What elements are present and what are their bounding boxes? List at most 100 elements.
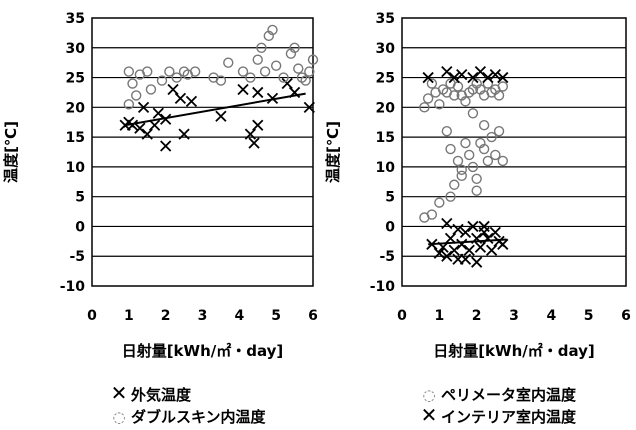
data-point-circle	[237, 66, 249, 77]
legend-label: ダブルスキン内温度	[131, 408, 266, 426]
data-point-cross	[422, 71, 434, 84]
data-point-cross	[456, 238, 468, 250]
data-point-circle	[304, 66, 315, 77]
data-point-circle	[482, 155, 494, 167]
y-axis-label: 温度[℃]	[2, 121, 20, 183]
data-point-circle	[471, 185, 482, 196]
data-point-circle	[441, 125, 452, 137]
data-point-circle	[223, 57, 234, 68]
data-point-cross	[467, 220, 479, 233]
y-tick-label: 10	[376, 160, 396, 176]
data-point-circle	[493, 125, 505, 137]
data-point-circle	[449, 90, 460, 101]
x-tick-label: 0	[87, 308, 97, 324]
legend-label: 外気温度	[131, 386, 192, 404]
y-tick-label: 20	[376, 100, 396, 116]
data-point-cross	[433, 247, 445, 259]
legend-label: インテリア室内温度	[441, 408, 577, 426]
y-tick-label: 20	[66, 100, 86, 116]
y-tick-label: 15	[376, 130, 395, 146]
data-point-circle	[449, 179, 460, 190]
data-point-cross	[448, 244, 460, 256]
x-tick-label: 5	[271, 308, 281, 324]
trendline	[428, 238, 507, 246]
data-point-circle	[426, 78, 438, 89]
data-point-circle	[142, 66, 153, 77]
data-point-circle	[478, 119, 490, 131]
y-tick-label: 30	[376, 41, 396, 57]
plot-frame	[91, 17, 314, 287]
data-point-circle	[419, 102, 430, 113]
series-0	[419, 78, 508, 223]
data-point-cross	[441, 65, 453, 78]
trendline	[124, 92, 306, 127]
data-point-circle	[307, 54, 319, 65]
data-point-circle	[422, 93, 434, 104]
y-tick-label: 0	[385, 219, 395, 235]
data-point-cross	[244, 128, 257, 140]
data-point-circle	[123, 66, 135, 77]
data-point-circle	[127, 78, 138, 89]
data-point-cross	[137, 101, 150, 113]
plot-frame	[401, 17, 627, 287]
series-0	[119, 77, 315, 152]
data-point-cross	[134, 122, 146, 134]
data-point-circle	[123, 99, 135, 110]
data-point-circle	[259, 66, 271, 77]
data-point-circle	[171, 72, 182, 83]
data-point-circle	[471, 173, 482, 185]
x-axis-label: 日射量[kWh/㎡・day]	[433, 342, 595, 360]
circle-marker-icon: ◌	[422, 386, 436, 404]
y-tick-label: 10	[66, 160, 86, 176]
legend-item-interior-temp: ✕ インテリア室内温度	[420, 403, 577, 427]
series-1	[123, 24, 319, 110]
data-point-circle	[289, 42, 300, 53]
y-tick-label: 25	[66, 71, 85, 87]
data-point-cross	[489, 68, 501, 81]
data-point-cross	[248, 137, 260, 149]
cross-marker-icon: ✕	[110, 381, 128, 405]
data-point-circle	[445, 143, 456, 155]
data-point-circle	[460, 96, 471, 107]
data-point-cross	[441, 217, 453, 230]
x-tick-label: 5	[584, 308, 594, 324]
x-tick-label: 6	[621, 308, 631, 324]
legend-item-perimeter-temp: ◌ ペリメータ室内温度	[420, 384, 576, 405]
data-point-cross	[174, 92, 187, 105]
data-point-circle	[189, 66, 201, 77]
data-point-cross	[441, 250, 453, 262]
data-point-cross	[281, 77, 293, 90]
data-point-cross	[178, 128, 190, 140]
y-tick-label: 25	[376, 71, 395, 87]
x-tick-label: 1	[124, 308, 134, 324]
data-point-cross	[126, 119, 139, 131]
x-tick-label: 1	[434, 308, 444, 324]
y-tick-label: -5	[379, 249, 395, 265]
data-point-cross	[444, 232, 457, 244]
x-axis-label: 日射量[kWh/㎡・day]	[122, 342, 284, 360]
data-point-circle	[464, 149, 475, 161]
data-point-cross	[167, 83, 179, 96]
y-tick-label: 0	[75, 219, 85, 235]
data-point-circle	[497, 155, 508, 167]
data-point-circle	[256, 42, 267, 53]
data-point-circle	[452, 81, 464, 92]
y-tick-label: -10	[60, 279, 86, 295]
legend-item-outdoor-temp: ✕ 外気温度	[110, 381, 192, 405]
data-point-cross	[252, 86, 264, 99]
data-point-circle	[252, 54, 263, 65]
y-tick-label: -10	[370, 279, 396, 295]
x-tick-label: 3	[509, 308, 519, 324]
data-point-circle	[486, 131, 497, 143]
data-point-cross	[185, 95, 198, 108]
chart-right: -10 -5 0 5 10 15 20 25 30 35 0 1 2 3 4 5 6 日射量[kWh/㎡・day]…	[324, 11, 631, 360]
data-point-circle	[497, 81, 508, 92]
cross-marker-icon: ✕	[420, 403, 438, 427]
data-point-cross	[471, 256, 483, 268]
data-point-cross	[148, 119, 161, 131]
y-tick-label: 5	[385, 190, 395, 206]
data-point-circle	[293, 63, 304, 74]
data-point-circle	[493, 90, 505, 101]
data-point-cross	[160, 140, 172, 152]
